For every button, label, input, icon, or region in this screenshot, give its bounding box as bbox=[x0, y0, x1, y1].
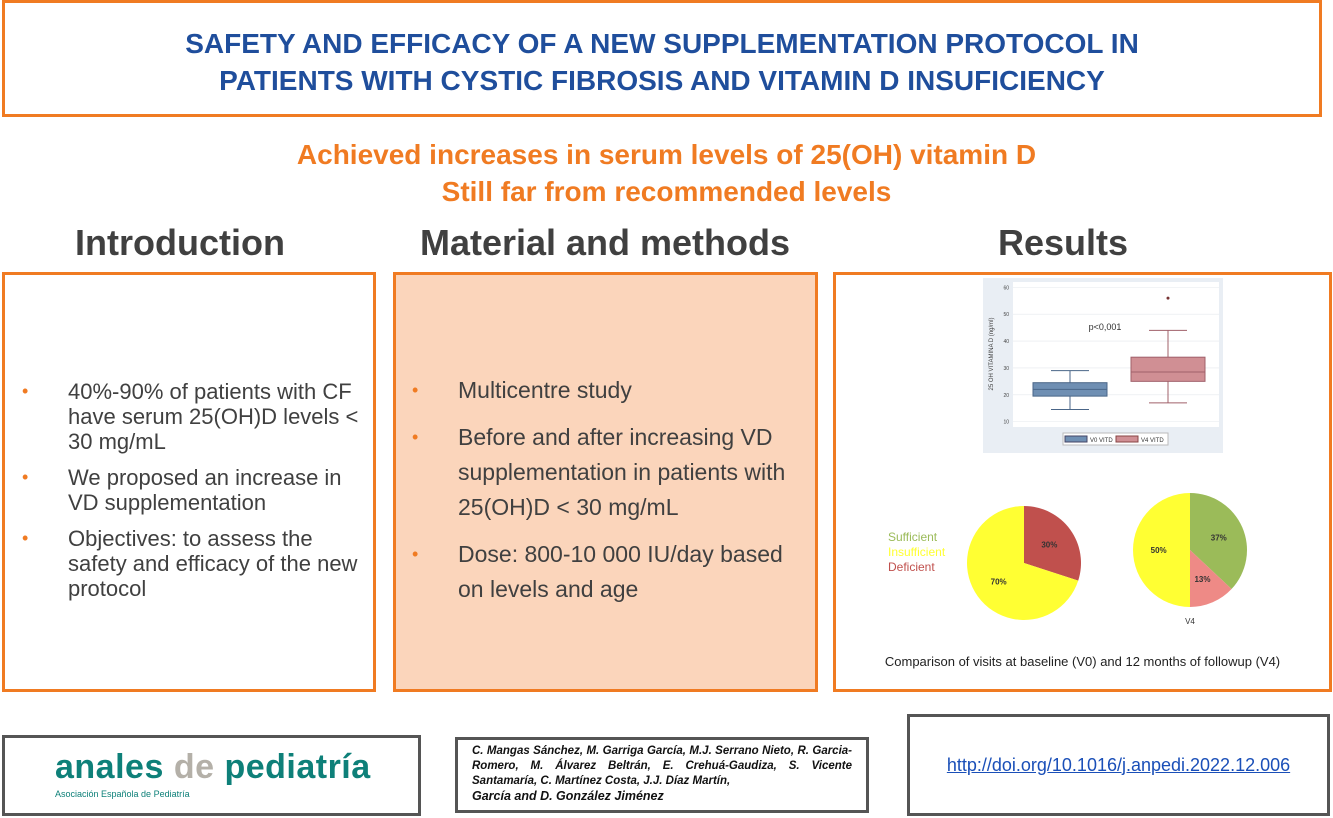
logo-word-anales: anales bbox=[55, 748, 164, 786]
journal-logo: anales de pediatría Asociación Española … bbox=[55, 748, 371, 799]
methods-panel: Multicentre study Before and after incre… bbox=[393, 272, 818, 692]
y-tick-label: 60 bbox=[1003, 285, 1009, 291]
logo-word-pediatria: pediatría bbox=[224, 748, 371, 786]
list-item: Before and after increasing VD supplemen… bbox=[412, 420, 788, 525]
list-item: Multicentre study bbox=[412, 373, 788, 408]
heading-introduction: Introduction bbox=[75, 222, 285, 263]
y-axis-label: 25 OH VITAMINA D (ng/ml) bbox=[989, 318, 995, 391]
pie-slice-label: 37% bbox=[1211, 534, 1227, 543]
results-caption: Comparison of visits at baseline (V0) an… bbox=[884, 654, 1281, 669]
legend-deficient: Deficient bbox=[888, 560, 935, 574]
pie-slice-insufficient bbox=[967, 506, 1079, 620]
doi-link[interactable]: http://doi.org/10.1016/j.anpedi.2022.12.… bbox=[946, 754, 1291, 775]
heading-results: Results bbox=[997, 222, 1129, 263]
subtitle: Achieved increases in serum levels of 25… bbox=[0, 136, 1333, 210]
introduction-list: 40%-90% of patients with CF have serum 2… bbox=[22, 379, 368, 612]
legend-label-v4: V4 VITD bbox=[1141, 438, 1164, 444]
doi-box: http://doi.org/10.1016/j.anpedi.2022.12.… bbox=[907, 714, 1330, 816]
title-line-2: PATIENTS WITH CYSTIC FIBROSIS AND VITAMI… bbox=[219, 65, 1105, 96]
logo-word-de: de bbox=[173, 748, 215, 786]
legend-insufficient: Insufficient bbox=[888, 545, 946, 559]
pie-title: V4 bbox=[1185, 617, 1195, 626]
subtitle-line-1: Achieved increases in serum levels of 25… bbox=[296, 139, 1037, 170]
y-tick-label: 10 bbox=[1003, 420, 1009, 426]
pie-charts: 30%70%V037%13%50%V4 bbox=[967, 493, 1247, 626]
pie-slice-deficient bbox=[1190, 550, 1232, 607]
authors: C. Mangas Sánchez, M. Garriga García, M.… bbox=[472, 745, 852, 787]
pie-slice-deficient bbox=[1024, 506, 1081, 581]
p-value-annotation: p<0,001 bbox=[1089, 322, 1122, 332]
legend-swatch-v0 bbox=[1064, 435, 1088, 443]
methods-list: Multicentre study Before and after incre… bbox=[412, 373, 788, 619]
y-tick-label: 20 bbox=[1003, 393, 1009, 399]
pie-slice-label: 50% bbox=[1151, 546, 1167, 555]
y-tick-label: 30 bbox=[1003, 366, 1009, 372]
list-item: We proposed an increase in VD supplement… bbox=[22, 465, 368, 515]
introduction-panel: 40%-90% of patients with CF have serum 2… bbox=[2, 272, 376, 692]
plot-area bbox=[1013, 282, 1219, 427]
logo-subtitle: Asociación Española de Pediatría bbox=[55, 789, 190, 799]
pie-slice-sufficient bbox=[1190, 493, 1247, 590]
pie-slice-insufficient bbox=[1133, 493, 1190, 607]
results-panel bbox=[833, 272, 1332, 692]
list-item: 40%-90% of patients with CF have serum 2… bbox=[22, 379, 368, 454]
list-item: Objectives: to assess the safety and eff… bbox=[22, 526, 368, 601]
y-tick-label: 40 bbox=[1003, 339, 1009, 345]
legend-sufficient: Sufficient bbox=[888, 530, 938, 544]
pie-legend: Sufficient Insufficient Deficient bbox=[888, 530, 945, 575]
pie-slice-label: 30% bbox=[1041, 541, 1057, 550]
list-item: Dose: 800-10 000 IU/day based on levels … bbox=[412, 537, 788, 607]
box bbox=[1130, 356, 1206, 382]
heading-methods: Material and methods bbox=[419, 222, 791, 263]
title-box: SAFETY AND EFFICACY OF A NEW SUPPLEMENTA… bbox=[2, 0, 1322, 117]
legend-label-v0: V0 VITD bbox=[1090, 438, 1113, 444]
legend-swatch-v4 bbox=[1115, 435, 1139, 443]
pie-slice-label: 70% bbox=[991, 577, 1007, 586]
journal-logo-box: anales de pediatría Asociación Española … bbox=[2, 735, 421, 816]
authors-last: García and D. González Jiménez bbox=[472, 789, 664, 803]
box-plot: 25 OH VITAMINA D (ng/ml) p<0,001 10 20 30 4… bbox=[983, 278, 1223, 453]
y-tick-label: 50 bbox=[1003, 312, 1009, 318]
outlier-point bbox=[1166, 296, 1170, 300]
subtitle-line-2: Still far from recommended levels bbox=[441, 176, 892, 207]
pie-slice-label: 13% bbox=[1194, 575, 1210, 584]
title-line-1: SAFETY AND EFFICACY OF A NEW SUPPLEMENTA… bbox=[185, 28, 1139, 59]
authors-box: C. Mangas Sánchez, M. Garriga García, M.… bbox=[455, 737, 869, 813]
